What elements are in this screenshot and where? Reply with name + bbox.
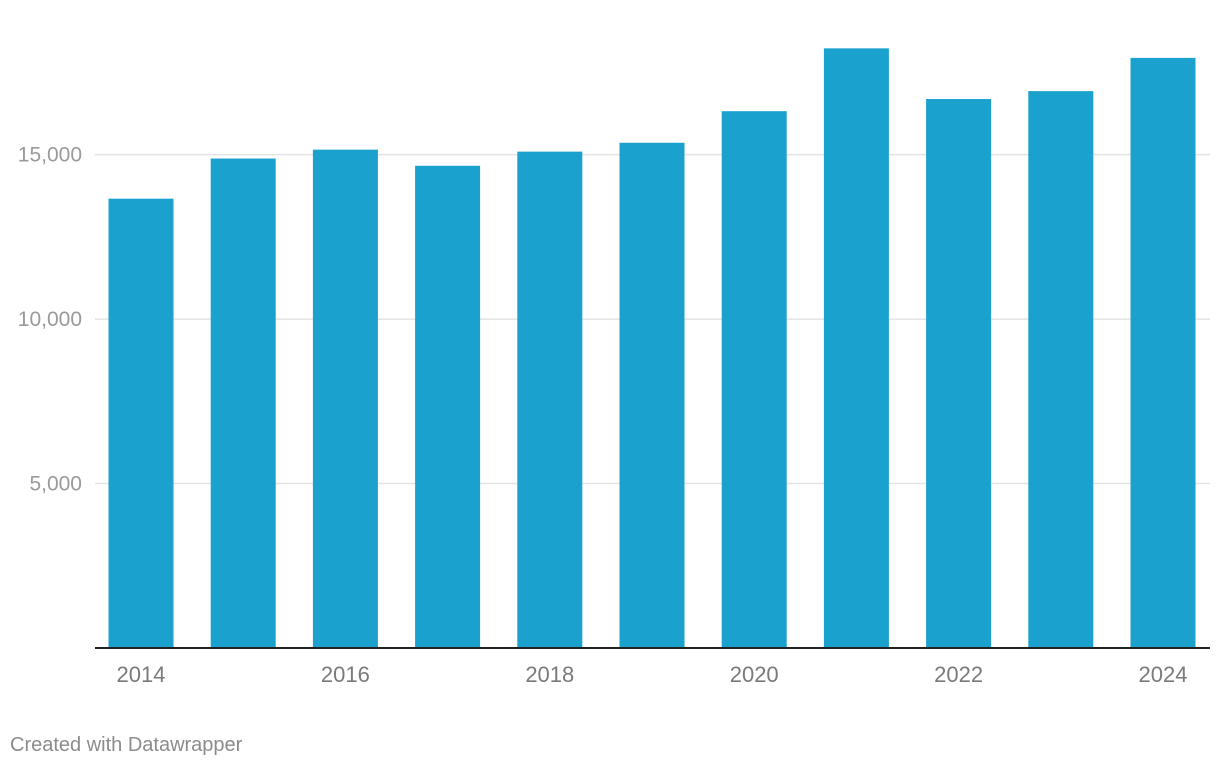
bar-2017: [415, 165, 481, 648]
bar-2014: [108, 198, 174, 648]
bar-2020: [721, 111, 787, 649]
y-tick-label: 15,000: [18, 144, 82, 167]
x-tick-label: 2014: [117, 662, 166, 687]
bar-2022: [926, 99, 992, 648]
x-tick-label: 2018: [525, 662, 574, 687]
x-tick-label: 2016: [321, 662, 370, 687]
bar-2015: [210, 158, 276, 648]
bar-2024: [1130, 57, 1196, 648]
x-tick-label: 2024: [1139, 662, 1188, 687]
x-tick-label: 2022: [934, 662, 983, 687]
x-axis-ticks: 2014 2016 2018 2020 2022 2024: [117, 662, 1188, 687]
y-tick-label: 10,000: [18, 308, 82, 331]
bar-2023: [1028, 91, 1094, 648]
chart-credit: Created with Datawrapper: [10, 734, 243, 756]
bar-2021: [823, 48, 889, 649]
bars: [108, 48, 1196, 649]
bar-2019: [619, 142, 685, 648]
bar-2016: [312, 149, 378, 648]
y-tick-label: 5,000: [29, 473, 82, 496]
bar-2018: [517, 151, 583, 648]
x-tick-label: 2020: [730, 662, 779, 687]
y-axis-ticks: 5,000 10,000 15,000: [18, 144, 82, 496]
